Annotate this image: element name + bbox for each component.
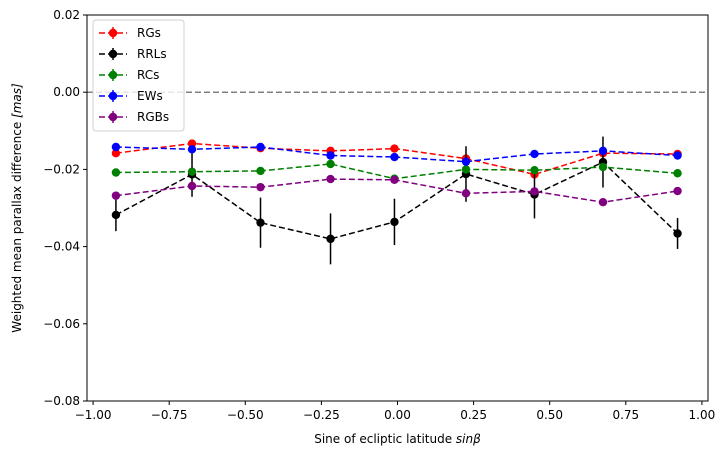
data-point — [598, 162, 608, 172]
data-point — [256, 142, 265, 152]
data-point — [598, 146, 608, 156]
data-point — [326, 159, 335, 169]
x-tick-label: 0.00 — [384, 408, 411, 422]
data-point — [326, 234, 335, 244]
x-tick-label: 0.75 — [612, 408, 639, 422]
legend-marker — [108, 112, 118, 122]
legend-box — [92, 19, 185, 132]
data-point — [111, 191, 121, 200]
data-point — [390, 175, 399, 185]
data-point — [187, 139, 197, 148]
data-point — [390, 217, 399, 227]
data-point — [187, 167, 197, 176]
data-point — [111, 142, 121, 152]
data-point — [256, 182, 265, 192]
legend-label: RRLs — [137, 47, 167, 61]
data-point — [326, 151, 335, 160]
x-tick-label: 0.50 — [536, 408, 563, 422]
legend-item: RRLs — [99, 47, 167, 61]
legend-label: RCs — [137, 68, 159, 82]
legend-marker — [108, 70, 118, 80]
data-point — [461, 189, 471, 198]
legend-marker — [108, 91, 118, 101]
data-point — [461, 157, 471, 166]
data-point — [390, 144, 399, 153]
x-tick-label: −0.50 — [227, 408, 264, 422]
data-point — [673, 229, 682, 238]
x-tick-label: −1.00 — [75, 408, 112, 422]
y-tick-label: −0.06 — [43, 317, 80, 331]
x-tick-label: 1.00 — [689, 408, 716, 422]
legend-label: RGBs — [137, 110, 169, 124]
data-point — [187, 181, 197, 191]
legend-item: RGs — [99, 26, 161, 40]
data-point — [390, 152, 399, 162]
data-point — [111, 210, 121, 220]
legend-marker — [108, 28, 118, 38]
y-tick-label: 0.00 — [53, 85, 80, 99]
y-tick-label: 0.02 — [53, 8, 80, 22]
data-point — [111, 168, 121, 177]
data-point — [256, 166, 265, 176]
data-point — [530, 149, 539, 159]
legend-marker — [108, 49, 118, 59]
x-tick-label: −0.25 — [303, 408, 340, 422]
data-point — [326, 174, 335, 184]
series-rgbs — [111, 174, 682, 207]
data-point — [673, 186, 682, 196]
x-tick-label: −0.75 — [151, 408, 188, 422]
legend-label: EWs — [137, 89, 163, 103]
series-ews — [111, 142, 682, 166]
data-point — [111, 148, 121, 158]
plot-frame — [86, 14, 709, 402]
data-point — [598, 198, 608, 207]
data-point — [187, 145, 197, 154]
legend-label: RGs — [137, 26, 161, 40]
x-tick-label: 0.25 — [460, 408, 487, 422]
y-tick-label: −0.02 — [43, 162, 80, 176]
y-axis-label: Weighted mean parallax difference [mas] — [10, 83, 24, 333]
legend-item: RCs — [99, 68, 159, 82]
y-tick-label: −0.08 — [43, 394, 80, 408]
data-point — [673, 151, 682, 160]
legend-item: EWs — [99, 89, 163, 103]
series-layer — [111, 136, 682, 265]
y-tick-label: −0.04 — [43, 240, 80, 254]
data-point — [256, 218, 265, 227]
data-point — [461, 165, 471, 174]
data-point — [530, 165, 539, 175]
legend: RGs RRLs RCs EWs RGBs — [92, 19, 185, 132]
x-axis-label: Sine of ecliptic latitude sinβ — [314, 432, 481, 446]
data-point — [673, 169, 682, 178]
legend-item: RGBs — [99, 110, 169, 124]
axis-ticks: −1.00 −0.75 −0.50 −0.25 0.00 0.25 0.50 0.75 1.00… — [43, 8, 715, 422]
data-point — [530, 187, 539, 196]
